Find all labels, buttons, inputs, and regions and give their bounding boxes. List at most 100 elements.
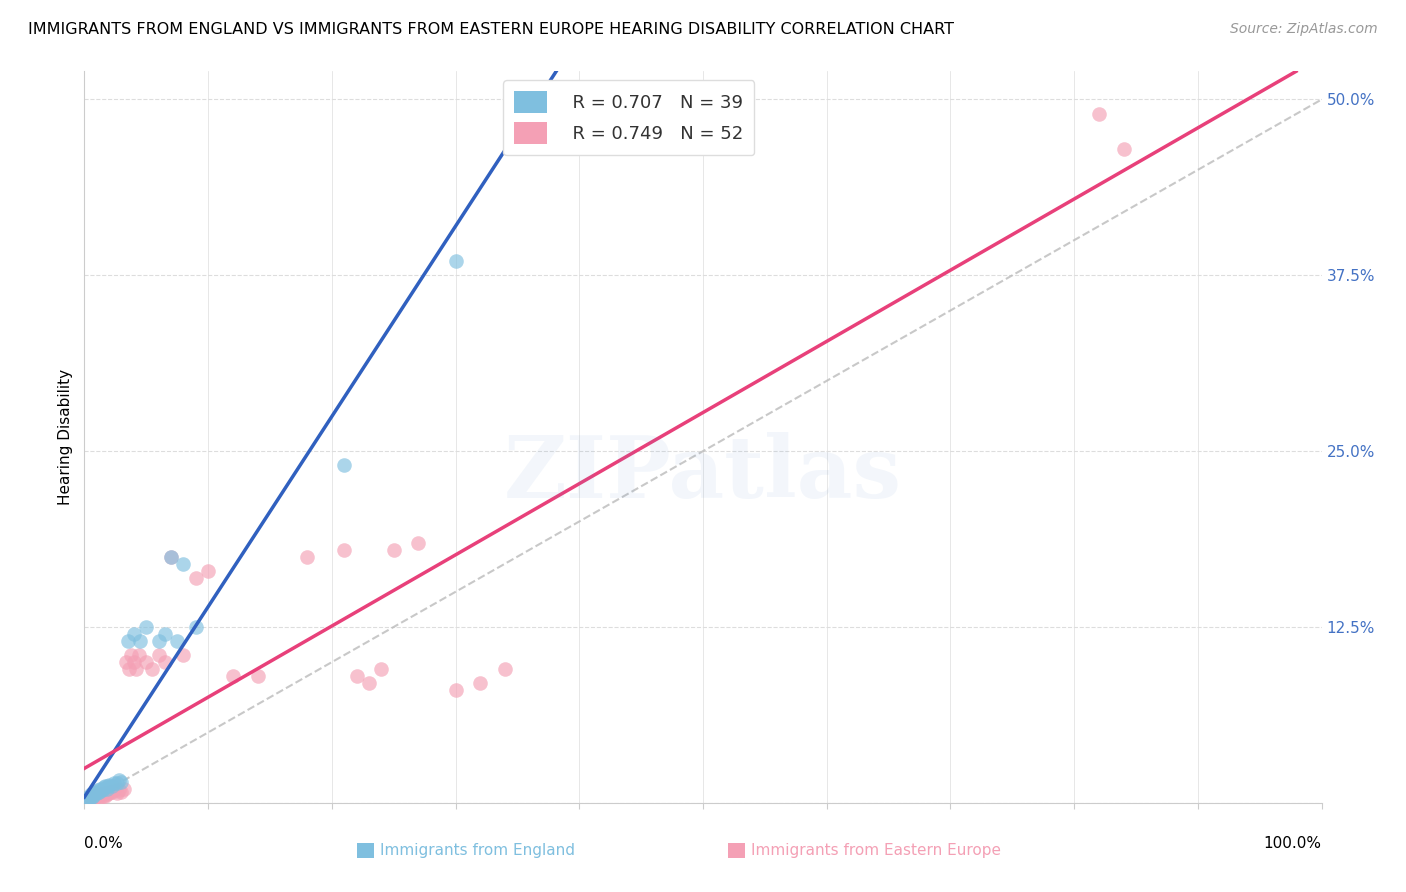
Point	[87, 783, 110, 797]
Point	[494, 662, 516, 676]
Point	[120, 648, 142, 662]
Point	[122, 655, 145, 669]
Point	[86, 789, 108, 803]
Point	[444, 254, 467, 268]
Text: 0.0%: 0.0%	[84, 836, 124, 851]
Point	[89, 781, 111, 796]
Text: ZIPatlas: ZIPatlas	[503, 432, 903, 516]
Point	[108, 783, 131, 797]
Point	[82, 790, 104, 805]
Point	[470, 676, 492, 690]
Point	[79, 791, 101, 805]
Point	[76, 791, 98, 805]
Point	[97, 779, 120, 793]
Bar	[357, 843, 374, 858]
Point	[1112, 142, 1135, 156]
Point	[141, 662, 163, 676]
Point	[148, 648, 170, 662]
Point	[82, 786, 104, 800]
Point	[79, 790, 101, 805]
Point	[94, 779, 117, 793]
Point	[90, 783, 112, 797]
Point	[160, 549, 183, 564]
Point	[135, 655, 157, 669]
Point	[89, 789, 111, 803]
Point	[382, 542, 405, 557]
Point	[105, 776, 128, 790]
Point	[148, 634, 170, 648]
Point	[122, 627, 145, 641]
Point	[91, 789, 114, 803]
Point	[80, 789, 103, 803]
Point	[166, 634, 188, 648]
Point	[82, 789, 104, 803]
Point	[83, 788, 105, 802]
Point	[83, 789, 105, 803]
Point	[89, 790, 111, 805]
Text: Immigrants from England: Immigrants from England	[380, 843, 575, 858]
Point	[197, 564, 219, 578]
Point	[93, 786, 115, 800]
Text: Source: ZipAtlas.com: Source: ZipAtlas.com	[1230, 22, 1378, 37]
Point	[118, 662, 141, 676]
Y-axis label: Hearing Disability: Hearing Disability	[58, 369, 73, 505]
Point	[96, 788, 118, 802]
Point	[77, 790, 100, 805]
Point	[172, 648, 194, 662]
Point	[105, 786, 128, 800]
Point	[97, 784, 120, 798]
Point	[333, 542, 356, 557]
Point	[84, 790, 107, 805]
Point	[103, 783, 125, 797]
Point	[184, 620, 207, 634]
Point	[80, 790, 103, 805]
Point	[98, 786, 121, 800]
Point	[172, 557, 194, 571]
Point	[84, 786, 107, 800]
Point	[1088, 106, 1111, 120]
Point	[77, 791, 100, 805]
Point	[115, 655, 138, 669]
Point	[100, 779, 122, 793]
Point	[346, 669, 368, 683]
Point	[153, 627, 176, 641]
Point	[79, 791, 101, 805]
Point	[100, 784, 122, 798]
Point	[153, 655, 176, 669]
Point	[444, 683, 467, 698]
Point	[93, 780, 115, 795]
Point	[222, 669, 245, 683]
Text: 100.0%: 100.0%	[1264, 836, 1322, 851]
Point	[90, 788, 112, 802]
Point	[79, 789, 101, 803]
Point	[333, 458, 356, 473]
Point	[79, 788, 101, 802]
Point	[357, 676, 380, 690]
Point	[108, 773, 131, 788]
Text: IMMIGRANTS FROM ENGLAND VS IMMIGRANTS FROM EASTERN EUROPE HEARING DISABILITY COR: IMMIGRANTS FROM ENGLAND VS IMMIGRANTS FR…	[28, 22, 955, 37]
Legend:   R = 0.707   N = 39,   R = 0.749   N = 52: R = 0.707 N = 39, R = 0.749 N = 52	[503, 80, 754, 155]
Point	[103, 776, 125, 790]
Point	[112, 781, 135, 796]
Text: Immigrants from Eastern Europe: Immigrants from Eastern Europe	[751, 843, 1001, 858]
Point	[86, 786, 108, 800]
Point	[246, 669, 269, 683]
Point	[94, 789, 117, 803]
Point	[110, 774, 132, 789]
Bar	[728, 843, 745, 858]
Point	[84, 784, 107, 798]
Point	[184, 571, 207, 585]
Point	[87, 788, 110, 802]
Point	[110, 784, 132, 798]
Point	[128, 648, 150, 662]
Point	[125, 662, 148, 676]
Point	[117, 634, 139, 648]
Point	[135, 620, 157, 634]
Point	[295, 549, 318, 564]
Point	[370, 662, 392, 676]
Point	[160, 549, 183, 564]
Point	[96, 781, 118, 796]
Point	[408, 535, 430, 549]
Point	[98, 778, 121, 792]
Point	[91, 781, 114, 796]
